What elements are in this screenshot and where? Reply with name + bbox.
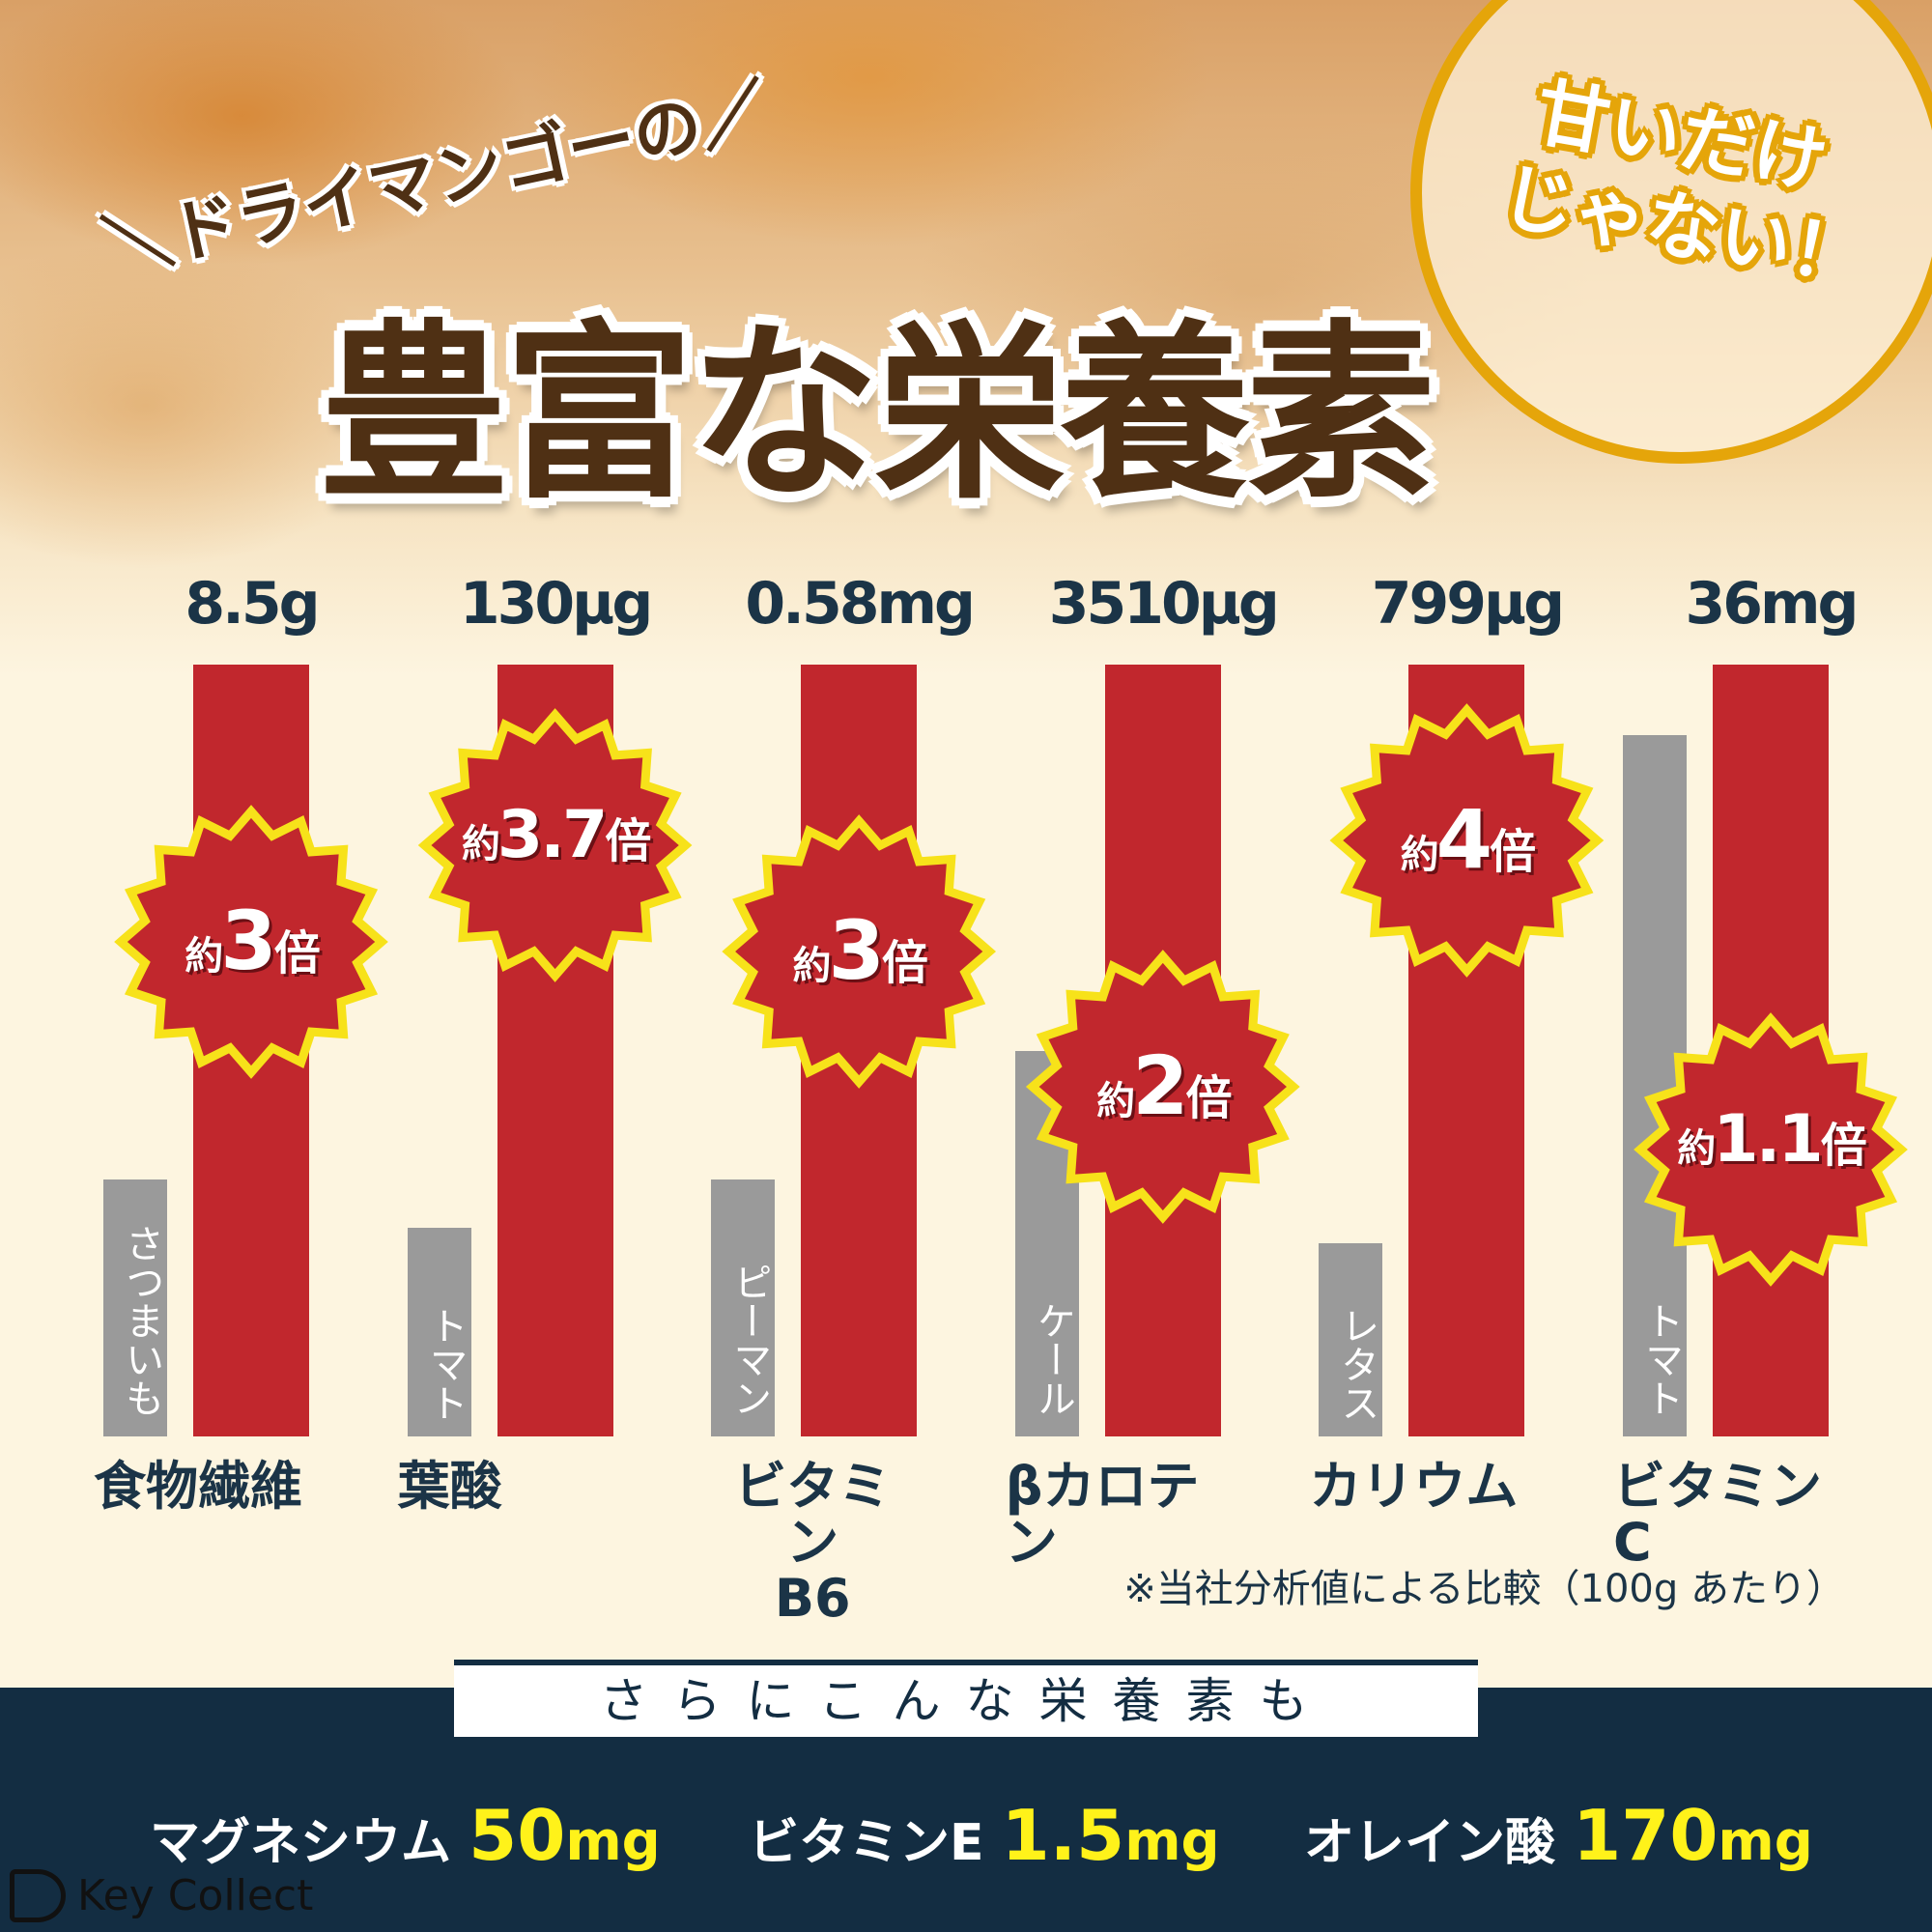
multiplier-post: 倍 <box>605 814 651 868</box>
nutrient-unit: mg <box>1718 1810 1813 1873</box>
nutrient-chart: 8.5g さつまいも 約3倍 食物繊維 130μg トマト 約3.7倍 葉酸 0.58mg ピーマ… <box>94 570 1908 1627</box>
multiplier-post: 倍 <box>1820 1119 1867 1173</box>
value-label: 36mg <box>1685 570 1860 638</box>
logo-text: Key Collect <box>77 1871 314 1920</box>
nutrient-value: 1.5 <box>1001 1795 1125 1876</box>
burst-shape <box>1025 950 1300 1224</box>
nutrient-name: マグネシウム <box>150 1814 452 1872</box>
multiplier-pre: 約 <box>1677 1126 1716 1171</box>
multiplier-post: 倍 <box>1185 1071 1233 1125</box>
multiplier-pre: 約 <box>792 944 831 988</box>
comparison-food-label: レタス <box>1334 1306 1379 1422</box>
comparison-food-label: ケール <box>1030 1301 1075 1417</box>
nutrient-unit: mg <box>1124 1810 1220 1873</box>
nutrient-value: 170 <box>1573 1795 1719 1876</box>
badge-circle <box>1410 0 1932 464</box>
extra-nutrients-heading: さらにこんな栄養素も <box>454 1660 1478 1737</box>
multiplier-post: 倍 <box>273 926 321 980</box>
multiplier-burst <box>722 814 997 1089</box>
multiplier-label: 約2倍 <box>1028 1038 1298 1133</box>
multiplier-label: 約3.7倍 <box>420 797 691 873</box>
value-label: 799μg <box>1371 570 1565 638</box>
value-label: 0.58mg <box>745 570 976 638</box>
category-line: カリウム <box>1309 1456 1519 1517</box>
comparison-bar <box>1623 734 1687 1436</box>
multiplier-num: 1.1 <box>1713 1101 1823 1178</box>
nutrient-name: オレイン酸 <box>1304 1814 1556 1872</box>
category-line: B6 <box>774 1568 851 1629</box>
category-line: ビタミンC <box>1613 1456 1822 1573</box>
multiplier-num: 3 <box>828 903 884 998</box>
category-line: βカロテン <box>1005 1456 1200 1573</box>
key-logo-icon <box>10 1869 66 1922</box>
comparison-bar <box>407 1228 471 1436</box>
multiplier-label: 約3倍 <box>116 894 386 988</box>
value-label: 3510μg <box>1048 570 1280 638</box>
comparison-bar <box>711 1179 776 1436</box>
comparison-food-label: さつまいも <box>119 1223 163 1417</box>
comparison-bar <box>1319 1243 1383 1436</box>
multiplier-pre: 約 <box>1096 1079 1135 1123</box>
multiplier-num: 2 <box>1132 1038 1188 1133</box>
extra-nutrient: ビタミンE 1.5mg <box>749 1795 1220 1876</box>
multiplier-pre: 約 <box>185 934 223 979</box>
burst-shape <box>417 708 693 982</box>
value-label: 130μg <box>459 570 653 638</box>
comparison-food-label: ピーマン <box>726 1262 772 1417</box>
category-line: ビタミン <box>734 1456 892 1573</box>
page-title: 豊富な栄養素 <box>319 304 1435 525</box>
comparison-bar <box>103 1179 167 1436</box>
multiplier-pre: 約 <box>1400 833 1439 877</box>
multiplier-burst <box>417 708 693 982</box>
multiplier-pre: 約 <box>461 822 500 867</box>
burst-shape <box>1329 703 1605 978</box>
category-label: ビタミンC <box>1613 1459 1826 1571</box>
nutrient-name: ビタミンE <box>749 1814 984 1872</box>
extra-nutrient: マグネシウム 50mg <box>150 1795 661 1876</box>
multiplier-num: 3.7 <box>497 797 608 873</box>
value-label: 8.5g <box>185 570 320 638</box>
burst-shape <box>1634 1012 1908 1287</box>
category-label: 葉酸 <box>398 1459 611 1515</box>
comparison-food-label: トマト <box>422 1305 468 1422</box>
multiplier-burst <box>1329 703 1605 978</box>
comparison-food-label: トマト <box>1638 1300 1683 1417</box>
category-label: βカロテン <box>1006 1459 1218 1571</box>
nutrient-value: 50 <box>469 1795 566 1876</box>
multiplier-burst <box>1025 950 1300 1224</box>
logo: Key Collect <box>10 1869 313 1922</box>
category-line: 葉酸 <box>397 1456 502 1517</box>
multiplier-post: 倍 <box>1490 825 1536 879</box>
multiplier-label: 約4倍 <box>1331 792 1602 887</box>
category-label: 食物繊維 <box>94 1459 326 1515</box>
multiplier-post: 倍 <box>881 936 928 990</box>
multiplier-label: 約3倍 <box>724 903 994 998</box>
extra-nutrient: オレイン酸 170mg <box>1304 1795 1813 1876</box>
nutrient-unit: mg <box>565 1810 661 1873</box>
footnote: ※当社分析値による比較（100g あたり） <box>1123 1567 1845 1611</box>
multiplier-label: 約1.1倍 <box>1635 1101 1906 1178</box>
multiplier-burst <box>114 805 388 1079</box>
burst-shape <box>114 805 388 1079</box>
category-label: ビタミン B6 <box>711 1459 914 1627</box>
multiplier-num: 3 <box>220 894 276 988</box>
multiplier-num: 4 <box>1435 792 1492 887</box>
multiplier-burst <box>1634 1012 1908 1287</box>
burst-shape <box>722 814 997 1089</box>
category-label: カリウム <box>1309 1459 1521 1515</box>
category-line: 食物繊維 <box>94 1456 302 1517</box>
